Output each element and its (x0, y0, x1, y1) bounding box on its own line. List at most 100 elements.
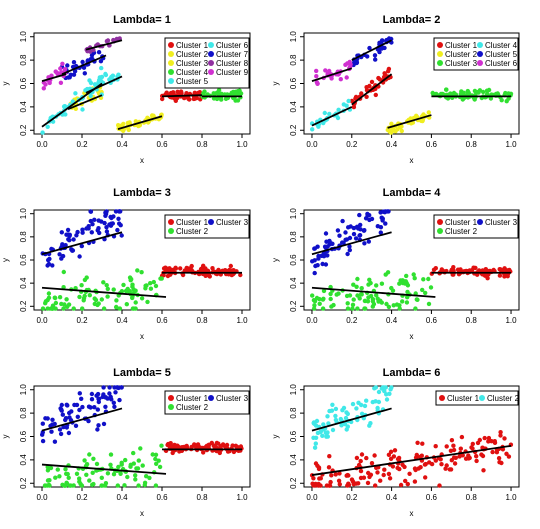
data-point (73, 91, 78, 96)
legend-marker (168, 51, 174, 57)
y-tick-label: 0.6 (19, 254, 28, 266)
data-point (355, 276, 360, 282)
data-point (95, 228, 100, 233)
x-tick-label: 0.0 (306, 493, 318, 502)
data-point (380, 216, 385, 221)
series-cluster-4 (309, 98, 353, 132)
data-point (316, 481, 321, 487)
legend-marker (208, 69, 214, 75)
y-tick-label: 1.0 (19, 208, 28, 220)
legend-marker (437, 42, 443, 48)
data-point (105, 38, 111, 43)
data-point (312, 246, 317, 251)
fit-line (117, 115, 163, 130)
data-point (92, 301, 98, 307)
data-point (113, 209, 119, 214)
data-point (490, 449, 495, 455)
data-point (325, 434, 330, 439)
data-point (341, 405, 347, 411)
data-point (488, 96, 494, 101)
data-point (63, 467, 68, 472)
legend-label: Cluster 1 (445, 218, 478, 227)
data-point (147, 475, 152, 481)
y-tick-label: 1.0 (19, 31, 28, 43)
legend-marker (168, 228, 174, 234)
data-point (122, 483, 127, 488)
data-point (47, 80, 52, 86)
data-point (88, 209, 93, 214)
data-point (313, 423, 319, 428)
x-tick-label: 0.6 (426, 493, 438, 502)
data-point (139, 270, 144, 275)
data-point (395, 465, 400, 471)
data-point (330, 427, 336, 433)
data-point (386, 69, 391, 74)
fit-line (387, 114, 432, 129)
data-point (481, 89, 486, 95)
data-point (77, 407, 82, 413)
legend-label: Cluster 6 (216, 41, 249, 50)
data-point (327, 483, 332, 488)
data-point (452, 461, 458, 466)
x-tick-label: 0.6 (426, 316, 438, 325)
data-point (135, 268, 140, 273)
x-axis-label: x (410, 509, 414, 518)
data-point (345, 61, 350, 66)
data-point (451, 443, 456, 448)
legend-label: Cluster 1 (176, 41, 209, 50)
data-point (116, 216, 121, 221)
data-point (477, 437, 482, 443)
data-point (119, 233, 124, 238)
data-point (326, 465, 332, 470)
data-point (315, 81, 320, 86)
data-point (358, 227, 363, 232)
data-point (362, 403, 368, 409)
panel-1: Lambda= 1 0.0 0.2 0.4 0.6 0.8 1.0 0.2 0.4 0.6 0.8 1… (1, 14, 251, 165)
data-point (312, 303, 317, 308)
x-tick-label: 0.2 (76, 493, 88, 502)
y-tick-label: 0.8 (289, 231, 298, 243)
data-point (381, 472, 386, 478)
data-point (142, 482, 147, 488)
data-point (96, 301, 101, 306)
legend-marker (437, 219, 443, 225)
data-point (62, 67, 68, 72)
data-point (373, 483, 378, 488)
x-tick-label: 1.0 (505, 493, 517, 502)
data-point (45, 297, 50, 303)
x-axis-label: x (140, 509, 144, 518)
data-point (96, 396, 101, 402)
data-point (102, 483, 108, 488)
panel-2: Lambda= 2 0.0 0.2 0.4 0.6 0.8 1.0 0.2 0.4 0.6 0.8 1… (271, 14, 520, 165)
data-point (209, 440, 214, 446)
x-tick-label: 0.2 (346, 493, 358, 502)
data-point (117, 36, 122, 41)
data-point (359, 286, 364, 291)
x-tick-label: 0.2 (346, 316, 358, 325)
data-point (96, 50, 102, 55)
data-point (133, 477, 138, 482)
data-point (118, 209, 123, 214)
data-point (338, 77, 343, 82)
data-point (369, 79, 375, 85)
data-point (317, 476, 322, 481)
data-point (119, 385, 124, 390)
y-tick-label: 0.2 (289, 124, 298, 136)
data-point (460, 453, 465, 458)
data-point (86, 404, 92, 409)
legend-label: Cluster 3 (216, 218, 249, 227)
data-point (312, 445, 318, 450)
y-tick-label: 0.8 (289, 54, 298, 66)
legend-label: Cluster 1 (176, 394, 209, 403)
data-point (71, 237, 76, 242)
data-point (80, 107, 85, 112)
data-point (395, 456, 401, 462)
data-point (408, 116, 413, 121)
data-point (421, 277, 426, 282)
data-point (103, 71, 108, 77)
data-point (391, 454, 397, 459)
data-point (45, 416, 50, 421)
data-point (400, 299, 405, 304)
data-point (327, 111, 332, 117)
data-point (66, 75, 71, 80)
